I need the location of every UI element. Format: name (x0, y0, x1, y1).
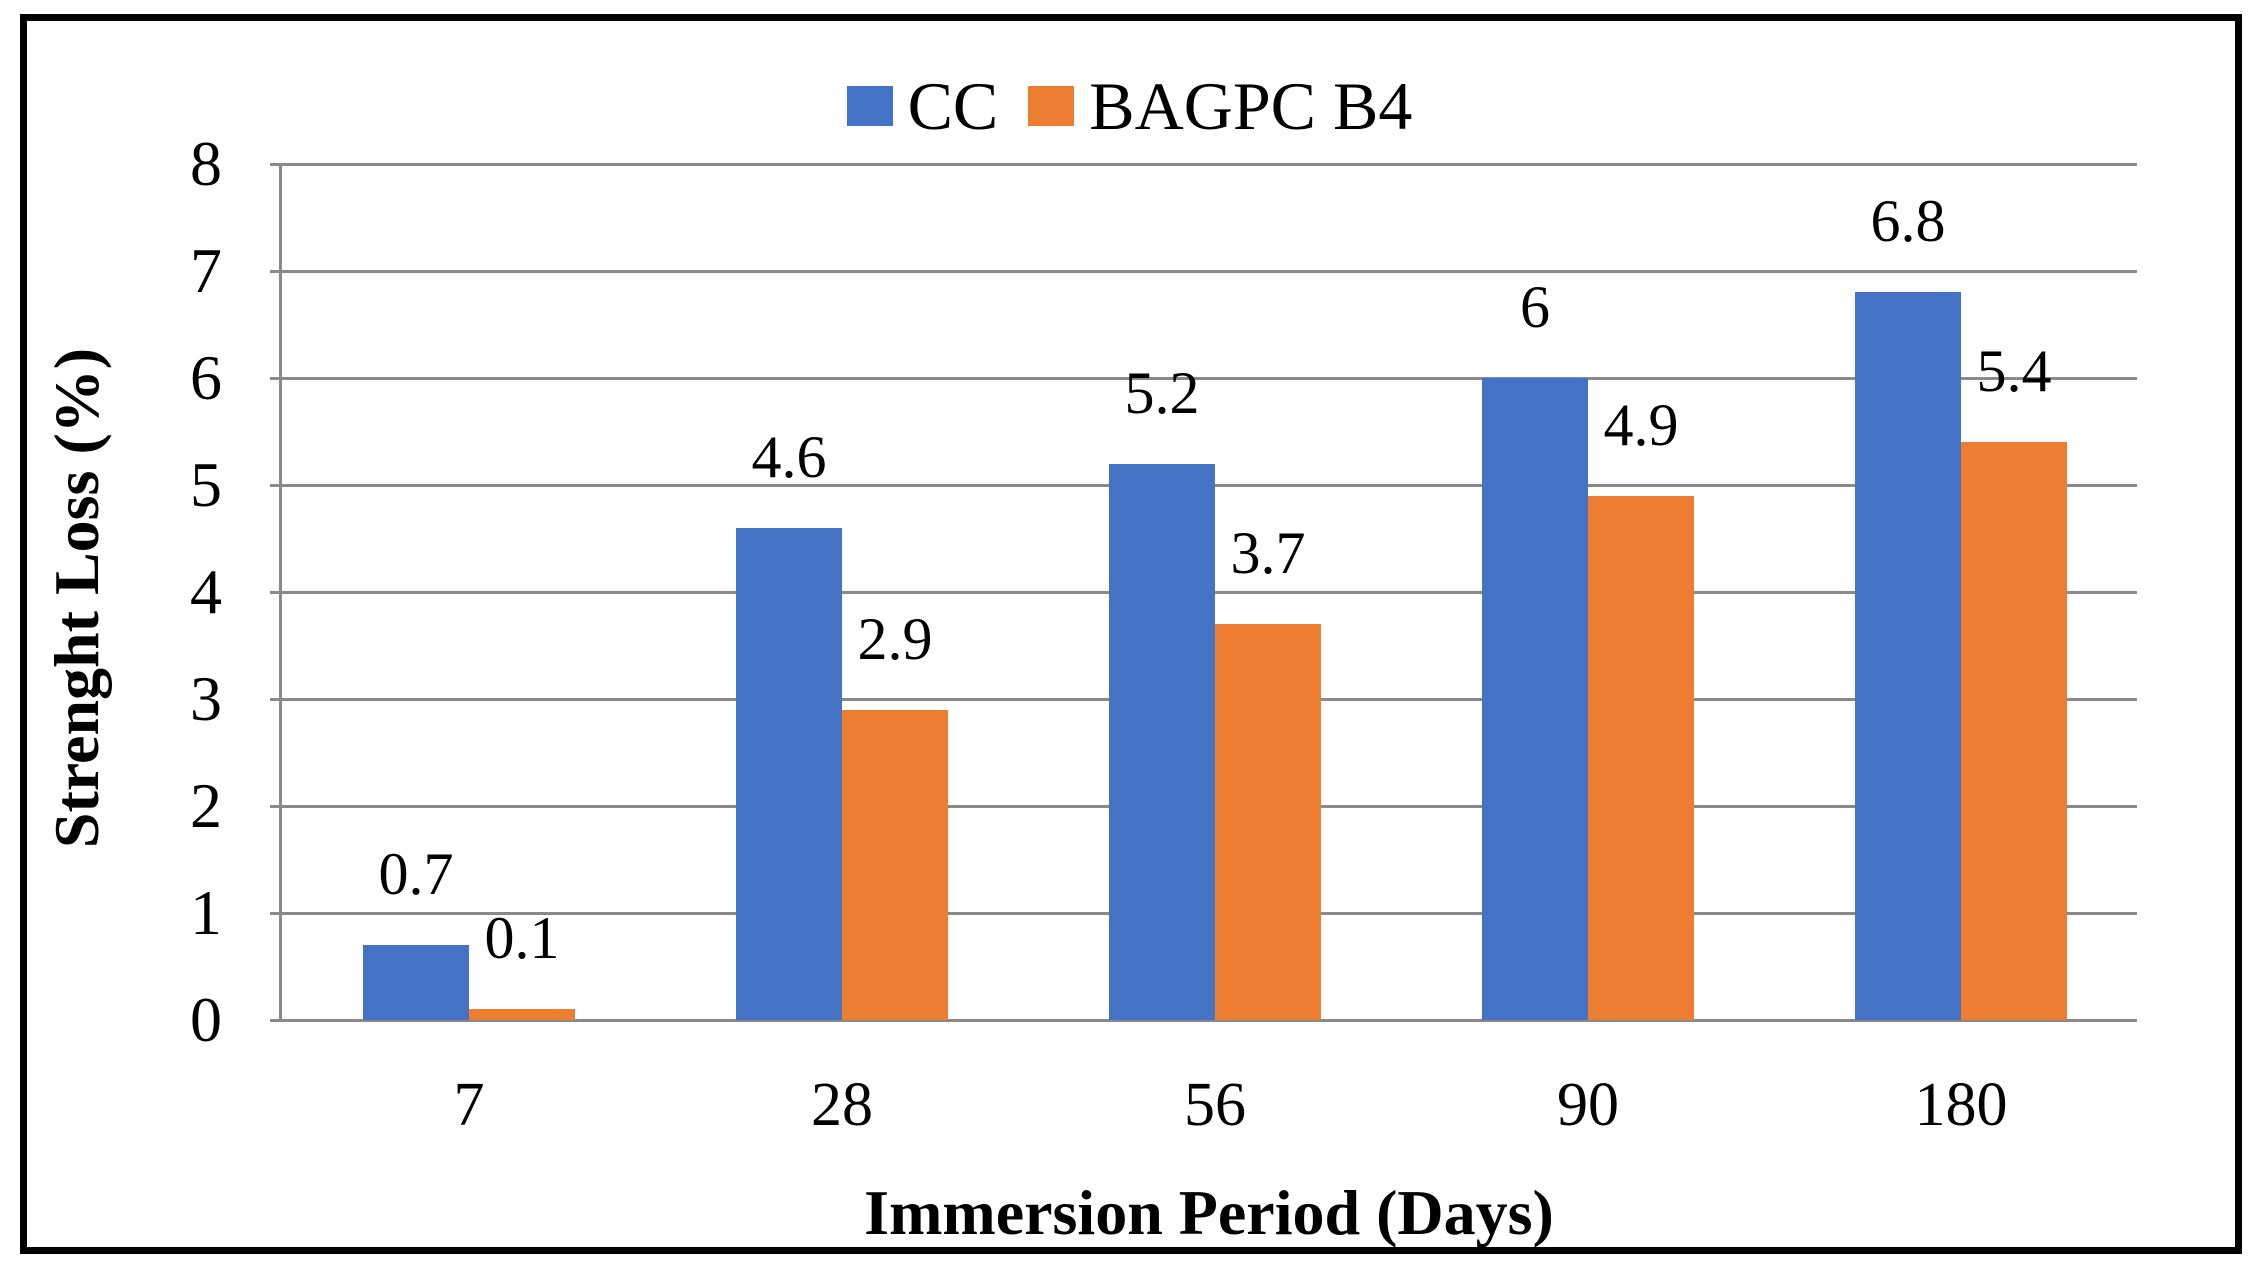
y-axis-tick-2 (270, 805, 281, 808)
legend-swatch-cc (846, 86, 893, 126)
bar-bagpc-b4-28 (842, 710, 948, 1020)
x-tick-label-90: 90 (1557, 1071, 1619, 1139)
x-tick-label-56: 56 (1184, 1071, 1246, 1139)
data-label-cc-7: 0.7 (378, 841, 454, 907)
y-axis-tick-3 (270, 698, 281, 701)
legend-label-bagpc-b4: BAGPC B4 (1089, 68, 1413, 144)
y-axis-tick-4 (270, 591, 281, 594)
x-tick-label-7: 7 (453, 1071, 485, 1139)
y-tick-label-4: 4 (190, 556, 222, 627)
gridline-y-0 (281, 1019, 2137, 1022)
y-axis-tick-7 (270, 270, 281, 273)
bar-cc-56 (1109, 464, 1215, 1020)
gridline-y-6 (281, 377, 2137, 380)
legend-item-bagpc-b4: BAGPC B4 (1028, 68, 1413, 144)
bar-cc-28 (736, 528, 842, 1020)
x-axis-title: Immersion Period (Days) (864, 1177, 1554, 1248)
y-axis-tick-8 (270, 163, 281, 166)
y-axis-tick-0 (270, 1019, 281, 1022)
data-label-bagpc-b4-7: 0.1 (484, 905, 560, 971)
bar-bagpc-b4-56 (1215, 624, 1321, 1020)
data-label-bagpc-b4-28: 2.9 (857, 606, 933, 672)
data-label-bagpc-b4-180: 5.4 (1976, 338, 2052, 404)
bar-bagpc-b4-90 (1588, 496, 1694, 1020)
y-axis-tick-5 (270, 484, 281, 487)
data-label-cc-180: 6.8 (1870, 188, 1946, 254)
chart-legend: CC BAGPC B4 (0, 68, 2259, 144)
bar-bagpc-b4-180 (1961, 442, 2067, 1020)
chart-border-frame (20, 14, 2242, 1254)
y-tick-label-1: 1 (190, 877, 222, 948)
data-label-cc-90: 6 (1520, 274, 1550, 340)
gridline-y-7 (281, 270, 2137, 273)
y-tick-label-6: 6 (190, 342, 222, 413)
bar-bagpc-b4-7 (469, 1009, 575, 1020)
data-label-cc-28: 4.6 (751, 424, 827, 490)
y-tick-label-8: 8 (190, 128, 222, 199)
bar-cc-180 (1855, 292, 1961, 1020)
y-tick-label-2: 2 (190, 770, 222, 841)
legend-swatch-bagpc-b4 (1028, 86, 1075, 126)
y-tick-label-0: 0 (190, 984, 222, 1055)
x-tick-label-180: 180 (1914, 1071, 2008, 1139)
y-axis-line (279, 164, 282, 1022)
y-axis-title: Strenght Loss (%) (41, 347, 112, 849)
bar-cc-90 (1482, 378, 1588, 1020)
legend-label-cc: CC (907, 68, 999, 144)
legend-item-cc: CC (846, 68, 999, 144)
data-label-bagpc-b4-90: 4.9 (1603, 392, 1679, 458)
gridline-y-8 (281, 163, 2137, 166)
bar-cc-7 (363, 945, 469, 1020)
y-tick-label-5: 5 (190, 449, 222, 520)
y-tick-label-7: 7 (190, 235, 222, 306)
x-tick-label-28: 28 (811, 1071, 873, 1139)
y-axis-tick-6 (270, 377, 281, 380)
data-label-cc-56: 5.2 (1124, 360, 1200, 426)
y-axis-tick-1 (270, 912, 281, 915)
y-tick-label-3: 3 (190, 663, 222, 734)
data-label-bagpc-b4-56: 3.7 (1230, 520, 1306, 586)
